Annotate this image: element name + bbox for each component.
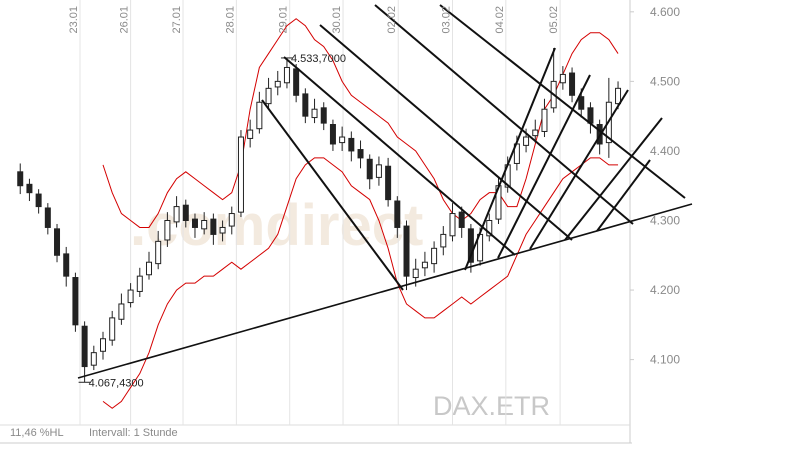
y-tick-label: 4.400 [650,144,680,158]
candle-body [440,233,447,248]
y-tick-label: 4.500 [650,74,680,88]
candle-body [182,204,189,221]
candle-body [237,136,244,213]
candle-body [17,171,24,187]
candle-body [219,226,226,234]
interval-label: Intervall: 1 Stunde [89,427,178,439]
candle-body [145,261,152,276]
y-tick-label: 4.300 [650,213,680,227]
watermark: .comdirect [130,193,423,258]
candle-body [26,183,33,194]
candle-body [320,107,327,124]
x-tick-label: 28.01 [224,6,236,34]
x-tick-label: 02.02 [386,6,398,34]
candle-body [348,137,355,152]
x-tick-label: 04.02 [494,6,506,34]
candle-body [357,149,364,159]
footer-left: 11,46 %HL [10,427,64,439]
candle-body [81,325,88,368]
y-tick-label: 4.200 [650,283,680,297]
candle-body [467,228,474,263]
trend-line [77,203,693,379]
candle-body [35,193,42,208]
candle-body [54,228,61,256]
candle-body [486,219,493,237]
candle-body [155,240,162,265]
candle-body [136,275,143,292]
candle-body [109,317,116,341]
candle-body [164,219,171,241]
x-tick-label: 27.01 [171,6,183,34]
candle-body [265,87,272,105]
trend-line [529,89,629,250]
candle-body [90,352,97,366]
candle-body [385,165,392,201]
candle-body [449,213,456,237]
bollinger-band [102,18,619,228]
trend-line [464,47,556,271]
candle-body [293,68,300,96]
candle-body [559,73,566,84]
candle-body [541,108,548,132]
candle-body [339,136,346,144]
labels: 23.01 26.01 27.01 28.01 29.01 30.01 02.02 03.02… [68,5,680,389]
candle-body [569,72,576,96]
candle-body [366,158,373,180]
trend-lines [77,4,693,379]
trend-line [596,159,651,232]
x-tick-label: 29.01 [278,6,290,34]
candle-body [283,66,290,84]
candle-body [201,219,208,230]
candle-body [100,338,107,352]
candle-body [587,107,594,124]
candle-body [173,206,180,223]
candle-body [394,200,401,228]
candle-body [532,129,539,137]
symbol-watermark: DAX.ETR [433,391,550,421]
candle-body [118,303,125,320]
trend-line [261,99,404,291]
x-tick-label: 05.02 [548,6,560,34]
candle-body [311,108,318,119]
trend-line [283,56,516,256]
candle-body [210,218,217,235]
candle-body [329,124,336,145]
y-tick-label: 4.100 [650,353,680,367]
candle-body [72,277,79,326]
annotation-label: 4.067,4300 [89,377,144,389]
candle-body [458,211,465,228]
candle-body [63,253,70,277]
x-tick-label: 30.01 [331,6,343,34]
trend-line [439,4,686,199]
candle-body [375,164,382,178]
x-tick-label: 26.01 [119,6,131,34]
x-tick-label: 03.02 [440,6,452,34]
candle-body [523,136,530,146]
trend-line [564,117,663,241]
candle-body [403,225,410,277]
candle-body [228,213,235,227]
candle-body [247,129,254,139]
candle-body [431,247,438,265]
candle-body [412,268,419,279]
candle-body [615,87,622,105]
trend-line [374,4,634,225]
candle-body [256,101,263,130]
candle-body [274,80,281,88]
candle-body [302,93,309,117]
annotation-label: 4.533,7000 [291,53,346,65]
candle-body [421,261,428,269]
trend-line [497,74,591,259]
candle-body [578,96,585,110]
candle-body [191,218,198,228]
bollinger-band [102,157,619,409]
y-tick-label: 4.600 [650,5,680,19]
trend-line [319,24,573,241]
x-tick-label: 23.01 [68,6,80,34]
candle-body [44,207,51,228]
candle-body [127,289,134,304]
